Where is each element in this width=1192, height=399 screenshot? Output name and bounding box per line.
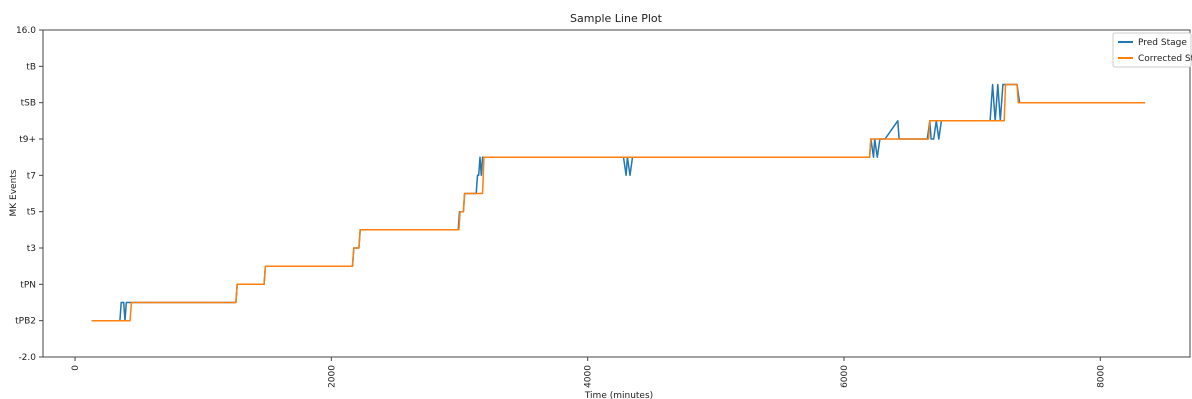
- y-axis-label: MK Events: [9, 169, 19, 216]
- y-tick-label: -2.0: [18, 353, 36, 363]
- plot-area: [42, 29, 1191, 358]
- x-tick-label: 8000: [1096, 365, 1106, 388]
- y-tick-label: t9+: [19, 135, 36, 145]
- y-tick-label: tPN: [20, 280, 36, 290]
- y-tick-label: tPB2: [15, 317, 36, 327]
- chart-title: Sample Line Plot: [570, 12, 663, 25]
- y-axis-ticks: -2.0 tPB2 tPN t3 t5 t7 t9+ tSB tB 16.0: [15, 26, 43, 363]
- legend-label-corrected-stage: Corrected Stage: [1138, 54, 1192, 64]
- series-layer: [91, 83, 1146, 322]
- y-tick-label: 16.0: [16, 26, 36, 36]
- y-tick-label: tSB: [21, 99, 36, 109]
- legend-label-pred-stage: Pred Stage: [1138, 38, 1187, 48]
- x-axis-ticks: 0 2000 4000 6000 8000: [71, 357, 1106, 388]
- x-tick-label: 0: [71, 365, 81, 371]
- y-tick-label: t5: [27, 208, 36, 218]
- x-tick-label: 2000: [327, 365, 337, 388]
- y-tick-label: t3: [27, 244, 36, 254]
- x-axis-label: Time (minutes): [584, 391, 653, 399]
- y-tick-label: tB: [26, 62, 36, 72]
- legend: Pred Stage Corrected Stage: [1112, 32, 1192, 68]
- series-line-corrected-stage: [91, 83, 1146, 322]
- x-tick-label: 6000: [840, 365, 850, 388]
- x-tick-label: 4000: [584, 365, 594, 388]
- y-tick-label: t7: [27, 171, 36, 181]
